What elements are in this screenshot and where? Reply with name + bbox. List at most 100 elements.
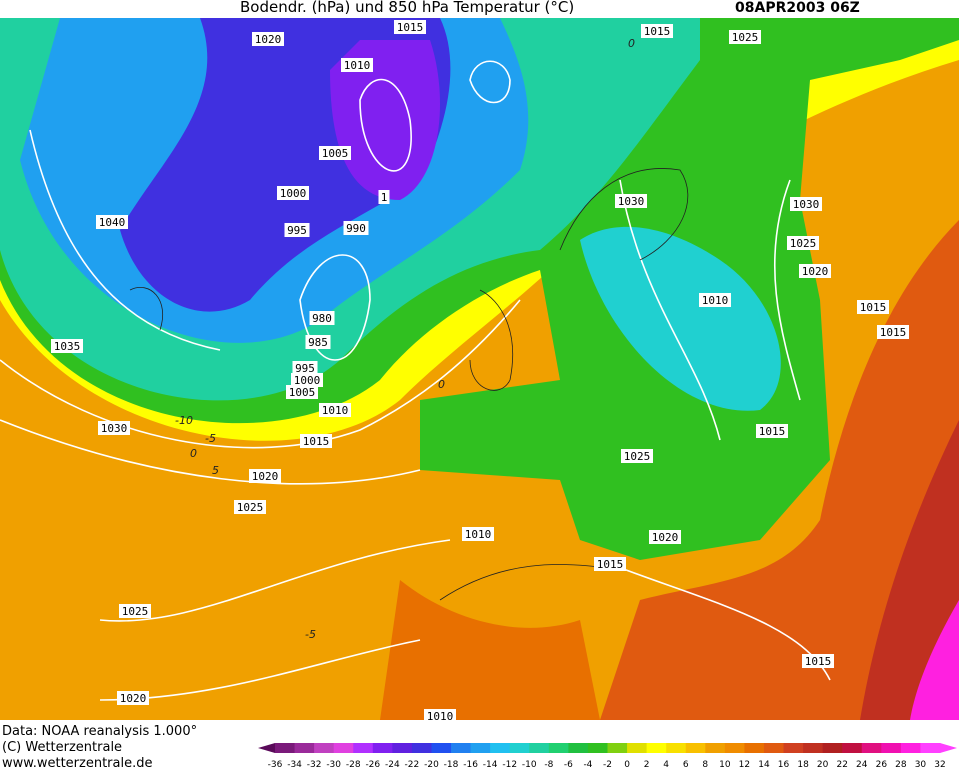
colorbar-bin — [920, 743, 941, 753]
colorbar-label: -10 — [522, 760, 537, 770]
url: www.wetterzentrale.de — [2, 756, 152, 770]
isobar-label: 1030 — [793, 198, 820, 211]
isobar-label: 1000 — [280, 187, 307, 200]
colorbar-label: -30 — [326, 760, 341, 770]
label-box — [309, 311, 335, 325]
label-box — [277, 186, 309, 200]
isobar-label: 1005 — [289, 386, 316, 399]
label-box — [699, 293, 731, 307]
isobar-label: 980 — [312, 312, 332, 325]
colorbar-label: 32 — [934, 760, 945, 770]
isobar-label: 1040 — [99, 216, 126, 229]
isobar-label: 1010 — [702, 294, 729, 307]
colorbar-label: -34 — [287, 760, 302, 770]
colorbar-bin — [509, 743, 530, 753]
label-box — [319, 146, 351, 160]
copyright: (C) Wetterzentrale — [2, 740, 122, 755]
isobar-label: 1020 — [802, 265, 829, 278]
label-box — [292, 361, 318, 375]
field — [0, 18, 959, 720]
label-box — [234, 500, 266, 514]
label-box — [378, 190, 390, 204]
colorbar-bin — [587, 743, 608, 753]
colorbar-label: 2 — [644, 760, 650, 770]
colorbar-bin — [803, 743, 824, 753]
isobar-label: 1000 — [294, 374, 321, 387]
colorbar-label: 6 — [683, 760, 689, 770]
colorbar-bin — [411, 743, 432, 753]
colorbar-bin — [744, 743, 765, 753]
temperature-label: 0 — [628, 37, 635, 50]
isobar-label: 1010 — [465, 528, 492, 541]
isobar-label: 990 — [346, 222, 366, 235]
colorbar-bin — [275, 743, 296, 753]
label-box — [341, 58, 373, 72]
isobar-label: 1005 — [322, 147, 349, 160]
isobar-label: 1025 — [624, 450, 651, 463]
colorbar-label: -16 — [463, 760, 478, 770]
label-box — [249, 469, 281, 483]
label-box — [286, 385, 318, 399]
label-box — [98, 421, 130, 435]
colorbar-label: 28 — [895, 760, 907, 770]
colorbar-label: 22 — [836, 760, 847, 770]
label-box — [877, 325, 909, 339]
label-box — [51, 339, 83, 353]
isobar-label: 1015 — [860, 301, 887, 314]
colorbar-label: -12 — [502, 760, 517, 770]
isobar-label: 1025 — [732, 31, 759, 44]
label-box — [117, 691, 149, 705]
colorbar-label: 18 — [797, 760, 809, 770]
label-box — [756, 424, 788, 438]
isobar-label: 1010 — [427, 710, 454, 723]
label-box — [291, 373, 323, 387]
colorbar-bin — [705, 743, 726, 753]
isobar-label: 1015 — [303, 435, 330, 448]
isobar-label: 1020 — [120, 692, 147, 705]
colorbar-bin — [372, 743, 393, 753]
colorbar-bin — [431, 743, 452, 753]
label-box — [594, 557, 626, 571]
label-box — [394, 20, 426, 34]
colorbar-bin — [294, 743, 315, 753]
colorbar-bin — [627, 743, 648, 753]
colorbar-arrow-left — [258, 743, 275, 753]
colorbar-label: 16 — [778, 760, 790, 770]
label-box — [300, 434, 332, 448]
colorbar-label: 14 — [758, 760, 770, 770]
isobar-label: 1020 — [255, 33, 282, 46]
isobar-label: 1015 — [397, 21, 424, 34]
label-box — [343, 221, 369, 235]
colorbar-bin — [333, 743, 354, 753]
temperature-label: -10 — [175, 414, 193, 427]
colorbar-label: -24 — [385, 760, 400, 770]
isobar-label: 995 — [295, 362, 315, 375]
colorbar-bin — [822, 743, 843, 753]
isobar-label: 1015 — [880, 326, 907, 339]
colorbar-bin — [646, 743, 667, 753]
colorbar-label: -36 — [268, 760, 283, 770]
label-box — [799, 264, 831, 278]
label-box — [462, 527, 494, 541]
isobar-label: 1030 — [618, 195, 645, 208]
isobar-label: 1025 — [237, 501, 264, 514]
label-box — [649, 530, 681, 544]
isobar-label: 1 — [381, 191, 388, 204]
isobar-label: 1010 — [344, 59, 371, 72]
colorbar-bin — [783, 743, 804, 753]
label-box — [621, 449, 653, 463]
colorbar-label: -32 — [307, 760, 322, 770]
label-box — [252, 32, 284, 46]
colorbar-bin — [763, 743, 785, 753]
isobar-label: 1020 — [252, 470, 279, 483]
isobar-label: 1020 — [652, 531, 679, 544]
isobar-label: 985 — [308, 336, 328, 349]
colorbar-label: -4 — [583, 760, 592, 770]
temperature-label: 0 — [190, 447, 197, 460]
title: Bodendr. (hPa) und 850 hPa Temperatur (°… — [240, 0, 574, 16]
label-box — [119, 604, 151, 618]
label-box — [787, 236, 819, 250]
isobar-label: 1015 — [805, 655, 832, 668]
isobar-label: 1025 — [122, 605, 149, 618]
